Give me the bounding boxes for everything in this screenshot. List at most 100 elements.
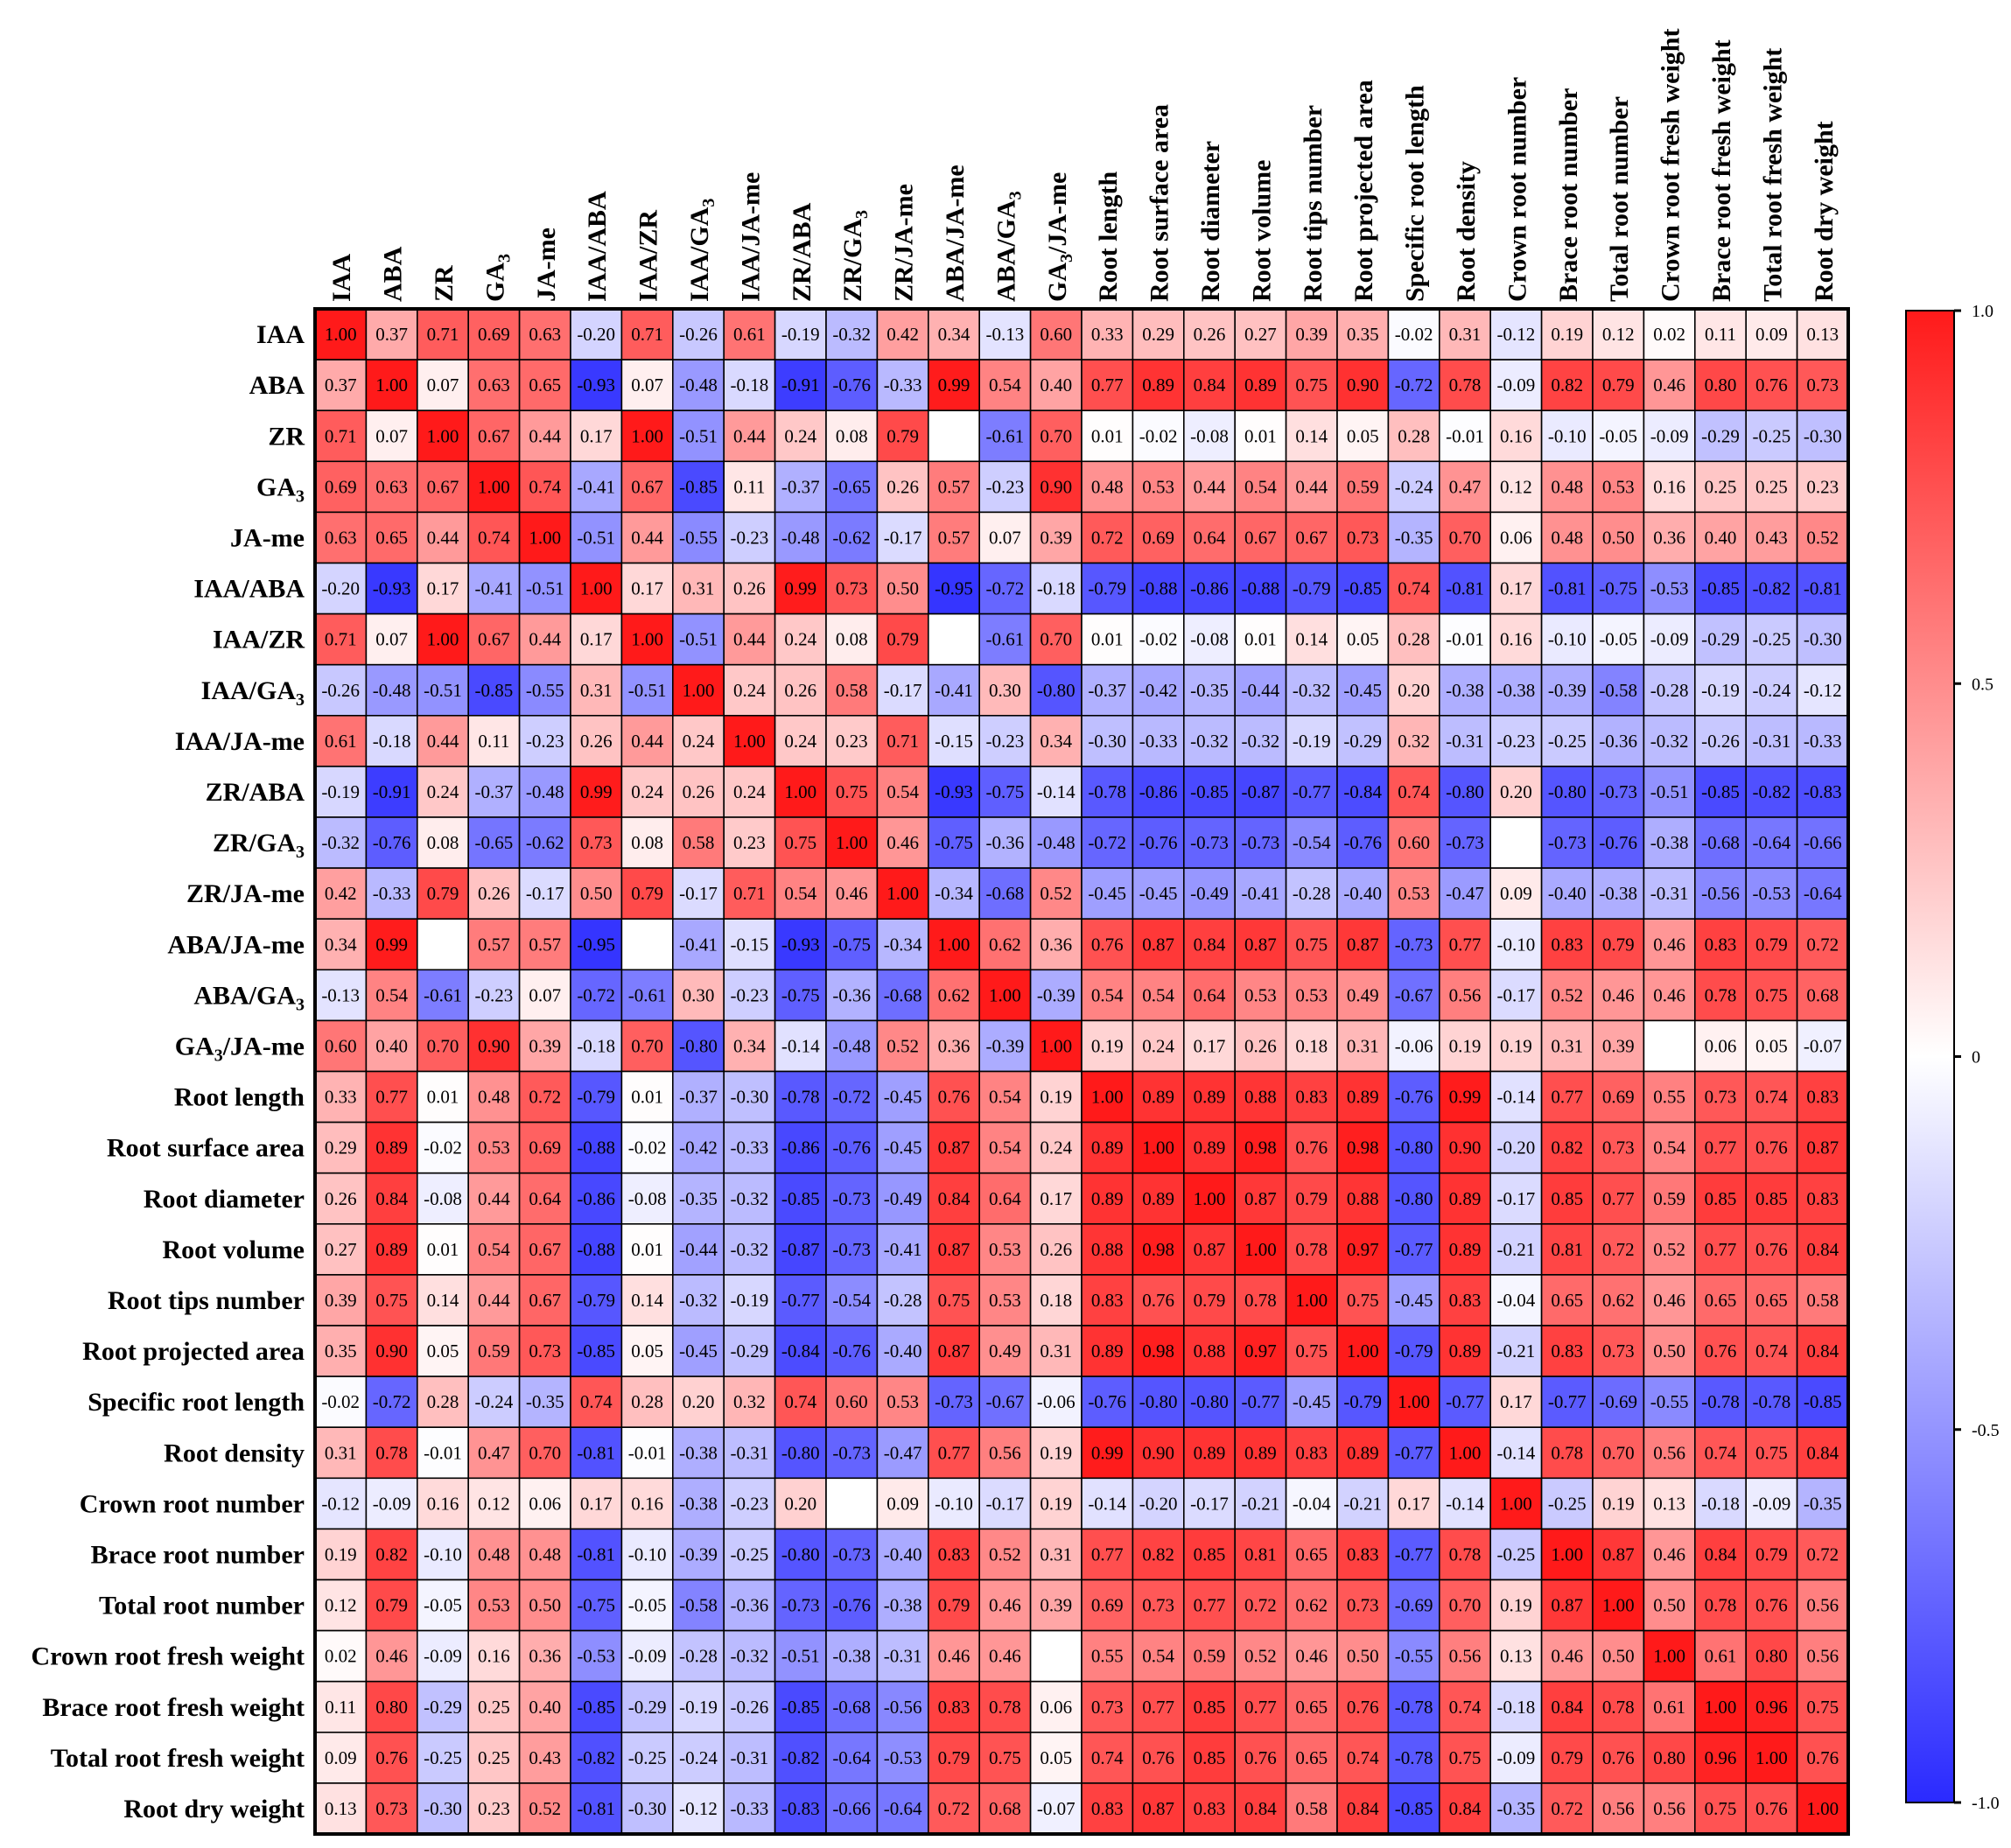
cell-value-label: 0.37	[375, 324, 408, 345]
cell-value-label: 0.47	[1449, 476, 1482, 497]
cell-value-label: -0.19	[781, 324, 820, 345]
cell-value-label: 0.82	[375, 1544, 408, 1564]
heatmap-cell	[671, 1172, 725, 1225]
cell-value-label: 0.73	[1705, 1087, 1737, 1108]
cell-value-label: 0.53	[1244, 984, 1277, 1005]
cell-value-label: 0.80	[1705, 374, 1737, 396]
heatmap-cell	[876, 460, 929, 514]
colorbar-tick-label: 0	[1972, 1048, 1980, 1068]
cell-value-label: -0.25	[731, 1544, 769, 1564]
cell-value-label: 0.29	[325, 1138, 357, 1158]
row-label-iaa-ja-me: IAA/JA-me	[175, 727, 305, 756]
cell-value-label: 0.57	[529, 934, 561, 955]
cell-value-label: -0.44	[679, 1239, 718, 1260]
label-main: ABA/GA	[991, 200, 1020, 302]
label-main: Total root number	[1605, 96, 1634, 302]
cell-value-label: 0.90	[1142, 1442, 1174, 1463]
cell-value-label: 1.00	[631, 629, 663, 650]
heatmap-cell	[1643, 1629, 1696, 1683]
cell-value-label: 0.70	[1449, 1595, 1482, 1616]
cell-value-label: -0.06	[1395, 1035, 1433, 1056]
cell-value-label: 0.62	[1602, 1290, 1635, 1311]
cell-value-label: -0.41	[679, 934, 718, 955]
heatmap-cell	[1643, 612, 1696, 666]
heatmap-cell	[416, 1782, 469, 1835]
heatmap-cell	[825, 1274, 879, 1326]
heatmap-cell	[928, 1070, 981, 1124]
cell-value-label: 0.28	[631, 1391, 663, 1412]
cell-value-label: 1.00	[375, 374, 408, 396]
heatmap-cell	[518, 816, 571, 869]
cell-value-label: 0.50	[1347, 1646, 1379, 1667]
cell-value-label: -0.73	[1242, 832, 1280, 853]
heatmap-cell	[1081, 714, 1134, 767]
cell-value-label: 0.46	[1653, 984, 1685, 1005]
cell-value-label: -0.87	[1242, 781, 1280, 802]
cell-value-label: 0.54	[784, 883, 816, 904]
cell-value-label: 0.79	[375, 1595, 408, 1616]
heatmap-cell	[1336, 410, 1390, 463]
cell-value-label: -0.24	[679, 1747, 718, 1768]
cell-value-label: 0.60	[1040, 324, 1072, 345]
cell-value-label: -0.73	[935, 1391, 973, 1412]
cell-value-label: 0.46	[1653, 374, 1685, 396]
heatmap-cell	[928, 612, 981, 666]
heatmap-cell	[1132, 612, 1185, 666]
heatmap-cell	[1081, 1528, 1134, 1581]
cell-value-label: -0.56	[1701, 883, 1740, 904]
heatmap-cell	[1796, 1172, 1849, 1225]
cell-value-label: 0.32	[1398, 731, 1430, 752]
cell-value-label: -0.13	[321, 984, 360, 1005]
cell-value-label: 0.73	[375, 1798, 408, 1819]
heatmap-cell	[723, 1680, 776, 1733]
cell-value-label: 0.96	[1755, 1697, 1788, 1718]
label-main: Crown root number	[1503, 77, 1531, 302]
cell-value-label: -0.09	[1497, 374, 1536, 396]
heatmap-cell	[774, 714, 827, 767]
cell-value-label: 0.83	[1806, 1188, 1839, 1209]
cell-value-label: -0.25	[1753, 629, 1791, 650]
heatmap-cell	[620, 1680, 674, 1733]
cell-value-label: 0.76	[1244, 1747, 1277, 1768]
heatmap-cell	[1643, 766, 1696, 818]
cell-value-label: 0.73	[580, 832, 613, 853]
heatmap-cell	[1234, 663, 1287, 717]
cell-value-label: 0.65	[1295, 1697, 1328, 1718]
cell-value-label: 0.54	[989, 374, 1021, 396]
cell-value-label: -0.32	[731, 1646, 769, 1667]
cell-value-label: 0.87	[1194, 1239, 1226, 1260]
cell-value-label: 0.87	[1244, 934, 1277, 955]
heatmap-cell	[671, 1223, 725, 1276]
cell-value-label: 0.99	[784, 578, 816, 599]
heatmap-cell	[1796, 460, 1849, 514]
heatmap-cell	[1796, 1274, 1849, 1326]
heatmap-cell	[1439, 1019, 1492, 1073]
cell-value-label: 0.33	[1091, 324, 1124, 345]
heatmap-cell	[1592, 816, 1645, 869]
cell-value-label: 0.44	[1295, 476, 1328, 497]
cell-value-label: 0.17	[1398, 1493, 1430, 1514]
cell-value-label: 0.77	[938, 1442, 970, 1463]
cell-value-label: 0.40	[529, 1697, 561, 1718]
heatmap-cell	[1592, 1121, 1645, 1174]
cell-value-label: -0.30	[1804, 425, 1842, 446]
cell-value-label: 0.48	[1551, 476, 1583, 497]
cell-value-label: 0.08	[631, 832, 663, 853]
cell-value-label: 0.68	[989, 1798, 1021, 1819]
cell-value-label: 0.44	[733, 629, 766, 650]
cell-value-label: -0.75	[935, 832, 973, 853]
heatmap-cell	[620, 359, 674, 412]
heatmap-cell	[1285, 663, 1338, 717]
cell-value-label: -0.85	[1190, 781, 1229, 802]
cell-value-label: -0.35	[1190, 680, 1229, 701]
cell-value-label: 0.77	[1142, 1697, 1174, 1718]
cell-value-label: 0.26	[683, 781, 715, 802]
heatmap-cell	[1081, 562, 1134, 615]
heatmap-cell	[1643, 1019, 1696, 1073]
heatmap-cell	[723, 1782, 776, 1835]
cell-value-label: -0.09	[424, 1646, 462, 1667]
cell-value-label: -0.45	[1139, 883, 1178, 904]
heatmap-cell	[365, 1172, 418, 1225]
cell-value-label: -0.58	[679, 1595, 718, 1616]
column-label-root-density: Root density	[1452, 161, 1481, 302]
